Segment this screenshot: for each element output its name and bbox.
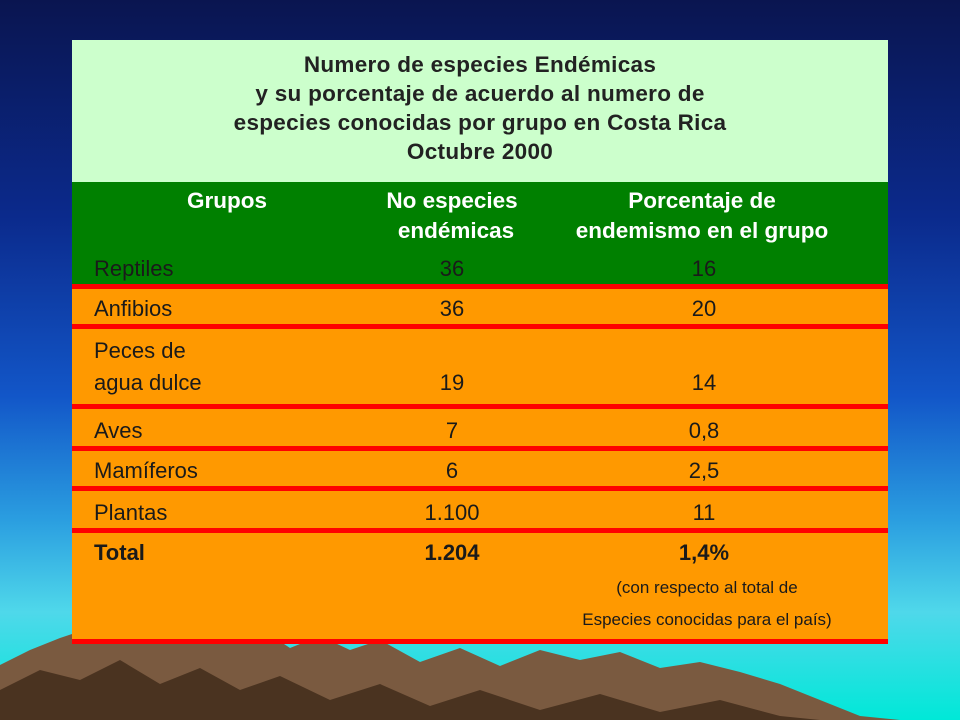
row-separator	[72, 486, 888, 491]
row-separator	[72, 404, 888, 409]
table-row: Mamíferos 6 2,5	[72, 454, 888, 488]
porcentaje-cell: 20	[691, 296, 717, 321]
title-line: y su porcentaje de acuerdo al numero de	[255, 81, 705, 106]
grupo-cell: Aves	[94, 418, 143, 443]
header-grupos: Grupos	[186, 188, 267, 213]
grupo-cell-line2: agua dulce	[94, 370, 202, 395]
porcentaje-cell: 16	[691, 256, 717, 281]
porcentaje-cell: 0,8	[688, 418, 720, 443]
header-porcentaje-line1: Porcentaje de	[628, 188, 776, 213]
grupo-cell: Reptiles	[94, 256, 174, 281]
table-header-row: Grupos No especies endémicas Porcentaje …	[72, 182, 888, 288]
especies-cell: 7	[445, 418, 459, 443]
row-separator	[72, 284, 888, 289]
porcentaje-cell: 14	[691, 370, 717, 395]
table-row: Aves 7 0,8	[72, 414, 888, 448]
especies-cell: 1.100	[424, 500, 480, 525]
table-row: Peces de agua dulce 19 14	[72, 332, 888, 408]
table-row: Anfibios 36 20	[72, 292, 888, 326]
porcentaje-cell: 2,5	[688, 458, 720, 483]
row-separator	[72, 446, 888, 451]
grupo-cell-line1: Peces de	[94, 338, 186, 363]
grupo-cell: Plantas	[94, 500, 168, 525]
endemic-species-table: Numero de especies Endémicas y su porcen…	[72, 40, 888, 644]
header-especies-line2: endémicas	[397, 218, 515, 243]
table-row-total: Total 1.204 1,4% (con respecto al total …	[72, 536, 888, 640]
especies-cell: 36	[439, 256, 465, 281]
row-separator	[72, 324, 888, 329]
total-especies: 1.204	[424, 540, 480, 565]
row-separator	[72, 528, 888, 533]
grupo-cell: Anfibios	[94, 296, 173, 321]
title-line: Numero de especies Endémicas	[303, 52, 657, 77]
total-note-line1: (con respecto al total de	[616, 578, 798, 597]
especies-cell: 6	[445, 458, 459, 483]
porcentaje-cell: 11	[692, 500, 716, 525]
header-especies-line1: No especies	[386, 188, 518, 213]
total-label: Total	[94, 540, 145, 565]
especies-cell: 19	[439, 370, 465, 395]
grupo-cell: Mamíferos	[94, 458, 198, 483]
especies-cell: 36	[439, 296, 465, 321]
table-title: Numero de especies Endémicas y su porcen…	[72, 40, 888, 182]
total-porcentaje: 1,4%	[678, 540, 730, 565]
title-line: Octubre 2000	[406, 139, 554, 164]
row-separator	[72, 639, 888, 644]
mountain-shadow	[0, 660, 820, 720]
title-line: especies conocidas por grupo en Costa Ri…	[233, 110, 727, 135]
table-row: Reptiles 36 16	[72, 252, 888, 286]
total-note-line2: Especies conocidas para el país)	[582, 610, 832, 629]
header-porcentaje-line2: endemismo en el grupo	[575, 218, 829, 243]
table-row: Plantas 1.100 11	[72, 496, 888, 530]
